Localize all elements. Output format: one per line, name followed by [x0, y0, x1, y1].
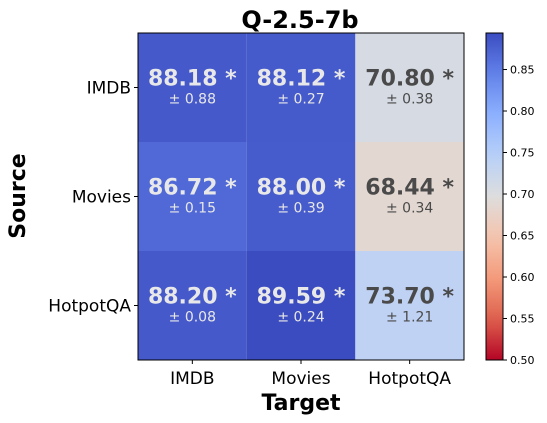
cell-value-label: 68.44 *: [365, 176, 454, 201]
colorbar: 0.50 0.55 0.60 0.65 0.70 0.75 0.80 0.85: [485, 32, 535, 367]
heatmap-cell: [138, 142, 247, 251]
cell-error-label: ± 0.15: [169, 201, 216, 217]
y-tick-labels: IMDB Movies HotpotQA: [48, 79, 138, 317]
heatmap-cell: [246, 251, 356, 360]
chart-title: Q-2.5-7b: [241, 6, 358, 34]
colorbar-tick-label: 0.85: [510, 64, 535, 77]
x-tick-label: Movies: [271, 369, 330, 389]
x-tick-labels: IMDB Movies HotpotQA: [170, 360, 451, 389]
heatmap-cell: [246, 142, 356, 251]
cell-value-label: 70.80 *: [365, 67, 454, 92]
cell-value-label: 86.72 *: [148, 176, 237, 201]
cell-error-label: ± 0.34: [386, 201, 433, 217]
cell-error-label: ± 0.88: [169, 92, 216, 108]
heatmap-cell: [138, 33, 247, 142]
heatmap-cells: 88.18 *± 0.88 88.12 *± 0.27 70.80 *± 0.38 8…: [138, 33, 464, 360]
y-tick-label: HotpotQA: [48, 297, 131, 317]
cell-error-label: ± 0.27: [277, 92, 324, 108]
colorbar-tick-label: 0.50: [510, 354, 535, 367]
y-tick-label: IMDB: [87, 79, 131, 99]
colorbar-tick-label: 0.80: [510, 105, 535, 118]
cell-error-label: ± 0.39: [277, 201, 324, 217]
x-tick-label: IMDB: [170, 369, 214, 389]
x-axis-label: Target: [261, 391, 341, 416]
cell-error-label: ± 0.08: [169, 310, 216, 326]
cell-error-label: ± 1.21: [386, 310, 433, 326]
heatmap-cell: [355, 251, 464, 360]
colorbar-gradient: [485, 32, 504, 361]
cell-value-label: 89.59 *: [257, 285, 346, 310]
x-tick-label: HotpotQA: [368, 369, 451, 389]
cell-value-label: 73.70 *: [365, 285, 454, 310]
cell-value-label: 88.18 *: [148, 67, 237, 92]
colorbar-tick-label: 0.75: [510, 147, 535, 160]
colorbar-tick-label: 0.65: [510, 230, 535, 243]
cell-value-label: 88.20 *: [148, 285, 237, 310]
colorbar-tick-label: 0.70: [510, 188, 535, 201]
y-axis-label: Source: [6, 153, 31, 238]
heatmap-cell: [138, 251, 247, 360]
heatmap-cell: [355, 142, 464, 251]
colorbar-ticks: 0.50 0.55 0.60 0.65 0.70 0.75 0.80 0.85: [503, 64, 535, 367]
cell-value-label: 88.00 *: [257, 176, 346, 201]
heatmap-cell: [246, 33, 356, 142]
y-tick-label: Movies: [72, 188, 131, 208]
colorbar-tick-label: 0.60: [510, 271, 535, 284]
colorbar-tick-label: 0.55: [510, 313, 535, 326]
cell-error-label: ± 0.24: [277, 310, 324, 326]
cell-value-label: 88.12 *: [257, 67, 346, 92]
cell-error-label: ± 0.38: [386, 92, 433, 108]
heatmap-cell: [355, 33, 464, 142]
